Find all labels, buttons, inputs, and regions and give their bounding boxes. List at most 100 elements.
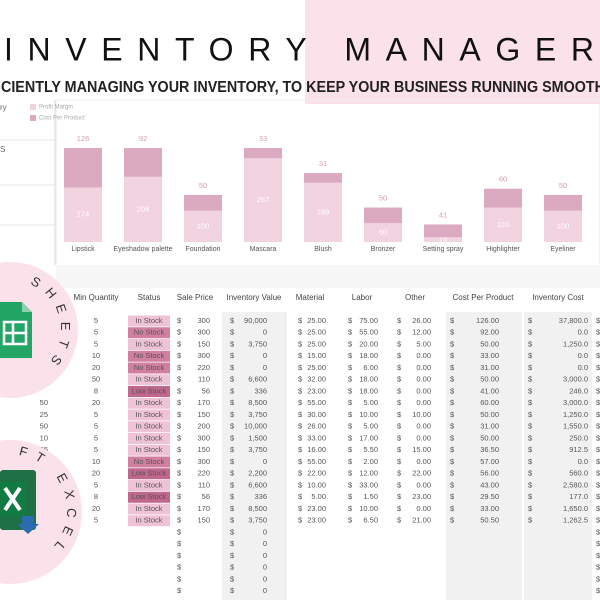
currency-symbol: $ — [298, 445, 303, 454]
status-cell — [128, 480, 170, 491]
currency-symbol: $ — [528, 363, 533, 372]
status-label: In Stock — [135, 433, 162, 442]
status-label: Low Stock — [132, 386, 167, 395]
title: INVENTORY MANAGER — [4, 31, 594, 67]
currency-symbol: $ — [596, 433, 600, 442]
currency-symbol: $ — [298, 351, 303, 360]
cell-value: 55.00 — [359, 328, 378, 337]
currency-symbol: $ — [348, 480, 353, 489]
currency-symbol: $ — [528, 351, 533, 360]
currency-symbol: $ — [528, 316, 533, 325]
bar-segment — [424, 237, 462, 242]
cell-value: 50.00 — [480, 375, 499, 384]
chart: Profit Margin Cost Per Product 174 126 Lipst… — [30, 104, 582, 253]
bar-segment — [364, 223, 402, 242]
cell-value: 200 — [197, 422, 210, 431]
currency-symbol: $ — [397, 504, 402, 513]
currency-symbol: $ — [230, 457, 235, 466]
status-label: In Stock — [135, 375, 162, 384]
cell-value: 22.00 — [412, 469, 431, 478]
badge-circle — [0, 262, 78, 398]
category-label: Highlighter — [486, 246, 520, 253]
cell-value: 150 — [197, 410, 210, 419]
currency-symbol: $ — [348, 445, 353, 454]
bar-segment — [244, 158, 282, 242]
cell-value: 3,750 — [248, 445, 267, 454]
currency-symbol: $ — [230, 539, 235, 548]
cell-value: 170 — [197, 504, 210, 513]
legend-swatch — [30, 115, 36, 121]
currency-symbol: $ — [298, 375, 303, 384]
currency-symbol: $ — [450, 504, 455, 513]
cell-value: 8,500 — [248, 504, 267, 513]
currency-symbol: $ — [230, 351, 235, 360]
cell-value: 21.00 — [412, 516, 431, 525]
cell-value: 16.00 — [307, 445, 326, 454]
bar-segment — [64, 148, 102, 188]
currency-symbol: $ — [528, 398, 533, 407]
category-label: Lipstick — [71, 246, 95, 253]
status-cell — [128, 327, 170, 339]
cell-value: 3,750 — [248, 516, 267, 525]
currency-symbol: $ — [596, 398, 600, 407]
bar-segment — [124, 176, 162, 242]
status-cell — [128, 397, 170, 409]
cell-value: 336 — [254, 492, 267, 501]
currency-symbol: $ — [528, 445, 533, 454]
currency-symbol: $ — [596, 386, 600, 395]
currency-symbol: $ — [230, 445, 235, 454]
sidebar-text: ry — [0, 103, 7, 112]
currency-symbol: $ — [230, 492, 235, 501]
badges: SHEETS FT EXCEL — [0, 262, 82, 584]
cell-value: 300 — [197, 328, 210, 337]
bar-value-label: 50 — [559, 181, 567, 190]
sheets-icon-fold — [22, 302, 32, 312]
currency-symbol: $ — [450, 351, 455, 360]
status-cell — [128, 362, 170, 374]
legend-label: Profit Margin — [39, 105, 73, 111]
currency-symbol: $ — [348, 398, 353, 407]
currency-symbol: $ — [230, 375, 235, 384]
currency-symbol: $ — [596, 410, 600, 419]
currency-symbol: $ — [177, 351, 182, 360]
bar-value-label: 267 — [257, 195, 270, 204]
cell-value: 60.00 — [480, 398, 499, 407]
cell-value: 8 — [94, 386, 98, 395]
currency-symbol: $ — [177, 410, 182, 419]
cell-value: 10.00 — [412, 410, 431, 419]
cell-value: 22.00 — [307, 469, 326, 478]
cell-value: 0 — [263, 527, 267, 536]
currency-symbol: $ — [177, 375, 182, 384]
cell-value: 220 — [197, 363, 210, 372]
currency-symbol: $ — [397, 433, 402, 442]
cell-value: 23.00 — [412, 492, 431, 501]
bar-segment — [544, 210, 582, 242]
currency-symbol: $ — [596, 480, 600, 489]
cell-value: 55.00 — [307, 398, 326, 407]
cell-value: 20 — [92, 363, 100, 372]
currency-symbol: $ — [230, 563, 235, 572]
cell-value: 3,750 — [248, 339, 267, 348]
cell-value: 0 — [263, 328, 267, 337]
cell-value: 50.00 — [480, 433, 499, 442]
cell-value: 20 — [92, 469, 100, 478]
bar-segment — [304, 173, 342, 183]
cell-value: 20.00 — [359, 339, 378, 348]
column-header: Sale Price — [177, 293, 214, 302]
column-shade — [524, 312, 592, 600]
legend-swatch — [30, 104, 36, 110]
bar-segment — [184, 210, 222, 242]
currency-symbol: $ — [298, 398, 303, 407]
currency-symbol: $ — [450, 375, 455, 384]
status-cell — [128, 374, 170, 386]
status-cell — [128, 339, 170, 350]
bar-segment — [424, 224, 462, 238]
currency-symbol: $ — [450, 398, 455, 407]
cell-value: 912.5 — [569, 445, 588, 454]
column-shade — [446, 312, 522, 600]
status-label: In Stock — [135, 410, 162, 419]
cell-value: 33.00 — [307, 433, 326, 442]
currency-symbol: $ — [177, 527, 182, 536]
currency-symbol: $ — [298, 480, 303, 489]
currency-symbol: $ — [298, 363, 303, 372]
